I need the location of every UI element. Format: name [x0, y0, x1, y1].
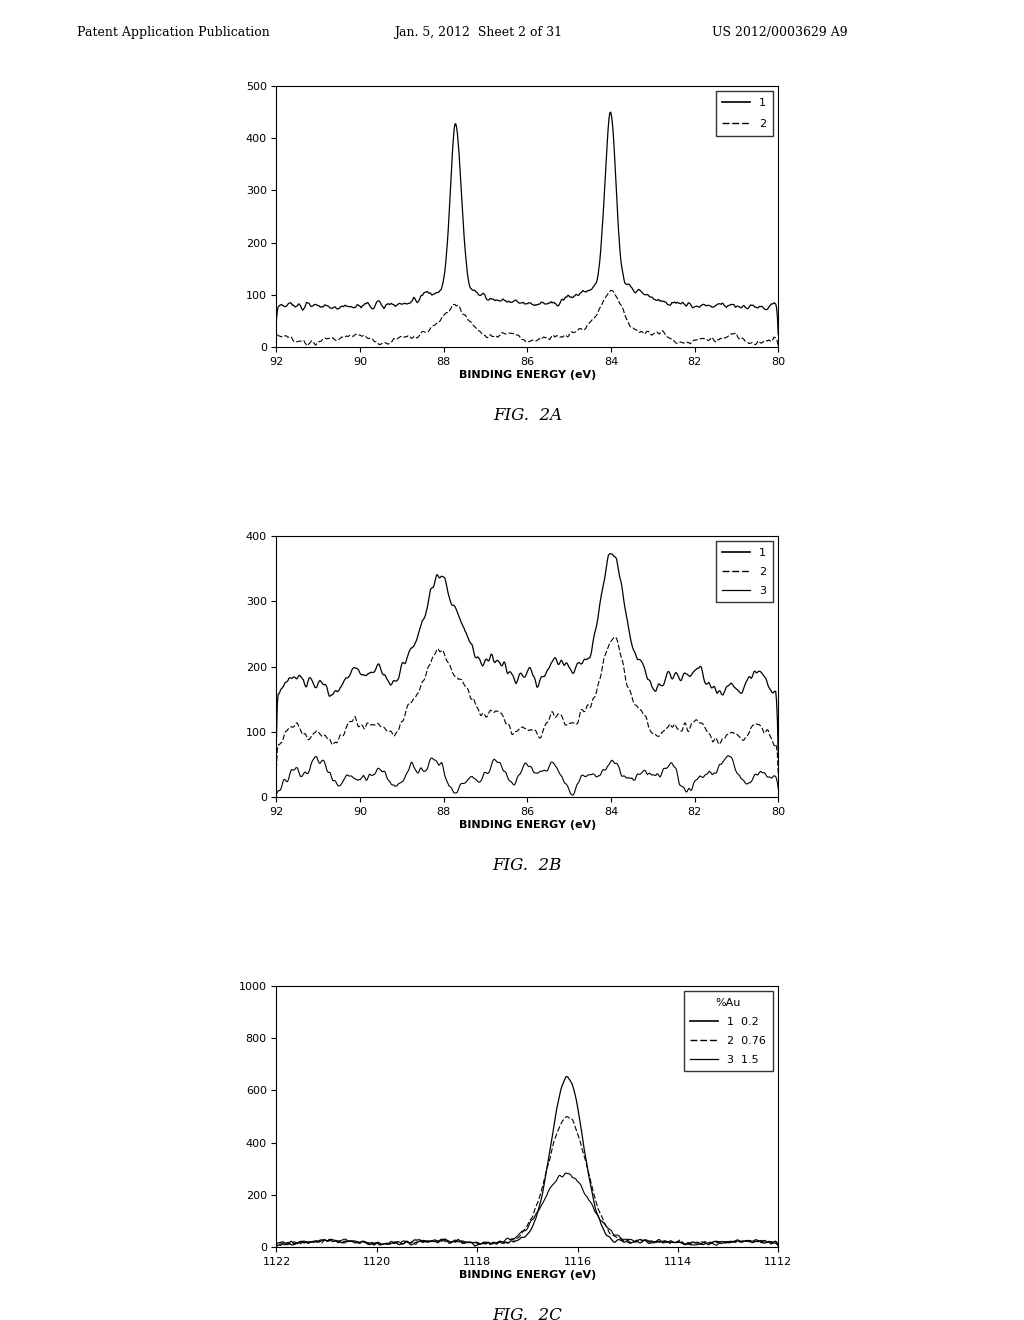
- Legend: 1, 2, 3: 1, 2, 3: [716, 541, 773, 602]
- X-axis label: BINDING ENERGY (eV): BINDING ENERGY (eV): [459, 370, 596, 380]
- Legend: 1, 2: 1, 2: [716, 91, 773, 136]
- Text: Patent Application Publication: Patent Application Publication: [77, 25, 269, 38]
- Text: US 2012/0003629 A9: US 2012/0003629 A9: [712, 25, 847, 38]
- Text: FIG.  2A: FIG. 2A: [493, 407, 562, 424]
- Text: FIG.  2B: FIG. 2B: [493, 857, 562, 874]
- Text: FIG.  2C: FIG. 2C: [493, 1307, 562, 1320]
- Legend: 1  0.2, 2  0.76, 3  1.5: 1 0.2, 2 0.76, 3 1.5: [684, 991, 773, 1072]
- X-axis label: BINDING ENERGY (eV): BINDING ENERGY (eV): [459, 820, 596, 830]
- X-axis label: BINDING ENERGY (eV): BINDING ENERGY (eV): [459, 1270, 596, 1280]
- Text: Jan. 5, 2012  Sheet 2 of 31: Jan. 5, 2012 Sheet 2 of 31: [394, 25, 562, 38]
